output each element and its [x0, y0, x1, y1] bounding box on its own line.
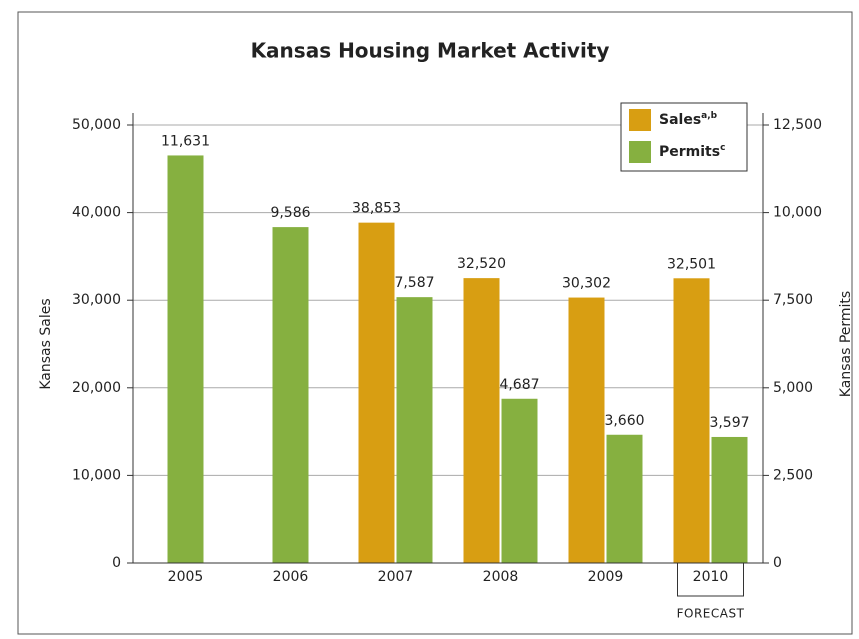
x-tick-label: 2007 — [378, 569, 414, 585]
legend-swatch — [629, 141, 651, 163]
value-label: 38,853 — [352, 201, 401, 217]
x-tick-label: 2010 — [693, 569, 729, 585]
y2-tick-label: 12,500 — [773, 117, 822, 133]
value-label: 3,660 — [604, 413, 644, 429]
bar — [359, 223, 395, 563]
y2-axis-title: Kansas Permits — [838, 291, 854, 397]
x-tick-label: 2008 — [483, 569, 519, 585]
y-tick-label: 0 — [112, 555, 121, 571]
y-tick-label: 30,000 — [72, 292, 121, 308]
y-tick-label: 10,000 — [72, 467, 121, 483]
y2-tick-label: 2,500 — [773, 467, 813, 483]
y2-tick-label: 0 — [773, 555, 782, 571]
bar — [502, 399, 538, 563]
bar — [674, 278, 710, 563]
bar — [712, 437, 748, 563]
x-tick-label: 2009 — [588, 569, 624, 585]
chart-title: Kansas Housing Market Activity — [251, 39, 610, 63]
y-axis-title: Kansas Sales — [38, 298, 54, 389]
bar — [397, 297, 433, 563]
value-label: 9,586 — [270, 205, 310, 221]
legend-superscript: c — [720, 143, 725, 153]
y2-tick-label: 5,000 — [773, 380, 813, 396]
legend-label: Permitsc — [659, 143, 725, 161]
legend-name: Permits — [659, 144, 720, 160]
value-label: 32,520 — [457, 256, 506, 272]
annotation: FORECAST — [677, 607, 745, 621]
bar — [273, 227, 309, 563]
value-label: 3,597 — [709, 415, 749, 431]
y2-tick-label: 7,500 — [773, 292, 813, 308]
bar — [569, 298, 605, 563]
bar — [464, 278, 500, 563]
y2-tick-label: 10,000 — [773, 205, 822, 221]
value-label: 30,302 — [562, 276, 611, 292]
legend-swatch — [629, 109, 651, 131]
value-label: 4,687 — [499, 377, 539, 393]
bar — [168, 155, 204, 563]
y-tick-label: 40,000 — [72, 205, 121, 221]
value-label: 7,587 — [394, 275, 434, 291]
x-tick-label: 2006 — [273, 569, 309, 585]
chart: Kansas Housing Market Activity Kansas Sa… — [0, 0, 859, 639]
x-tick-label: 2005 — [168, 569, 204, 585]
bar — [607, 435, 643, 563]
y-tick-label: 50,000 — [72, 117, 121, 133]
y-tick-label: 20,000 — [72, 380, 121, 396]
value-label: 11,631 — [161, 133, 210, 149]
legend-name: Sales — [659, 112, 701, 128]
value-label: 32,501 — [667, 256, 716, 272]
legend-superscript: a,b — [701, 111, 717, 121]
